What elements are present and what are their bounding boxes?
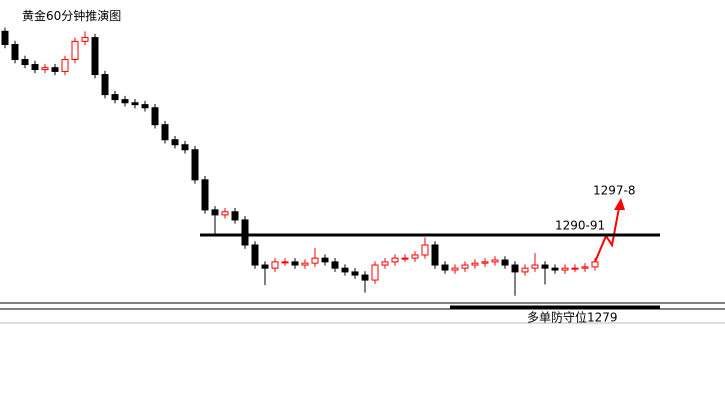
candle-body: [521, 267, 529, 273]
candle-body: [121, 99, 129, 104]
candle-body: [581, 266, 589, 269]
candle-body: [251, 244, 259, 266]
candle-body: [441, 264, 449, 271]
candle-body: [271, 261, 279, 269]
candle-body: [371, 264, 379, 281]
candle-body: [531, 264, 539, 269]
candle-body: [201, 179, 209, 211]
candle-body: [171, 139, 179, 146]
level-label: 1290-91: [555, 218, 605, 232]
candle-body: [571, 267, 579, 270]
candle-body: [151, 107, 159, 126]
candle-body: [1, 30, 9, 45]
candle-body: [141, 104, 149, 109]
level-label: 多单防守位1279: [527, 310, 618, 325]
candle-body: [561, 267, 569, 271]
candle-body: [51, 67, 59, 72]
candle-body: [511, 264, 519, 273]
candle-body: [191, 149, 199, 181]
candle-body: [21, 59, 29, 66]
candle-body: [31, 64, 39, 71]
candle-body: [481, 261, 489, 264]
candle-body: [301, 262, 309, 266]
candle-body: [551, 267, 559, 271]
candle-body: [211, 209, 219, 216]
candle-body: [261, 264, 269, 269]
candle-body: [341, 267, 349, 273]
candle-body: [111, 94, 119, 101]
candle-body: [421, 244, 429, 256]
target-label: 1297-8: [593, 184, 636, 198]
candle-body: [591, 261, 599, 268]
candle-body: [91, 37, 99, 76]
candle-body: [181, 144, 189, 151]
candle-body: [351, 271, 359, 276]
candle-body: [331, 261, 339, 269]
candle-body: [11, 43, 19, 61]
candle-body: [501, 259, 509, 266]
candle-body: [411, 254, 419, 259]
candle-body: [491, 259, 499, 263]
candle-body: [101, 74, 109, 96]
candle-body: [71, 40, 79, 61]
candle-body: [241, 219, 249, 246]
candle-body: [401, 257, 409, 260]
arrow-head: [614, 198, 625, 210]
candle-body: [131, 102, 139, 106]
candle-body: [541, 264, 549, 269]
candle-body: [231, 211, 239, 221]
candle-body: [281, 261, 289, 264]
candle-body: [471, 262, 479, 266]
candle-body: [81, 37, 89, 42]
candle-body: [221, 211, 229, 216]
candle-body: [391, 257, 399, 263]
candle-body: [311, 257, 319, 264]
candle-body: [381, 261, 389, 266]
candle-body: [61, 59, 69, 72]
forecast-arrow: [594, 207, 620, 263]
candle-body: [41, 67, 49, 71]
candle-body: [451, 267, 459, 271]
candle-body: [161, 124, 169, 141]
candle-body: [431, 244, 439, 266]
candle-body: [321, 257, 329, 263]
candle-body: [461, 264, 469, 269]
candle-body: [361, 274, 369, 281]
candle-body: [291, 261, 299, 266]
chart-title: 黄金60分钟推演图: [22, 8, 121, 23]
